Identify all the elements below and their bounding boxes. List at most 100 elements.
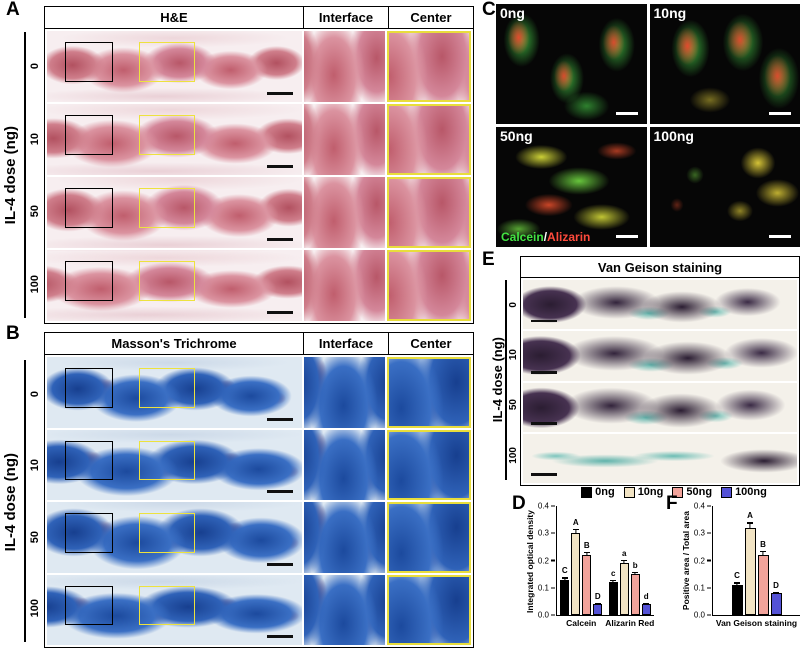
micrograph-texture — [304, 31, 385, 102]
x-category-label: Calcein — [566, 618, 597, 628]
bar — [641, 604, 651, 615]
roi-box-yellow — [138, 42, 195, 83]
legend-item: 50ng — [672, 486, 712, 498]
dose-label: 100ng — [653, 128, 694, 144]
roi-box-black — [64, 440, 114, 481]
scale-bar — [769, 112, 791, 115]
stain-row — [47, 574, 471, 645]
table-header: Masson's Trichrome Interface Center — [45, 333, 473, 355]
masson-interface-image — [304, 574, 385, 645]
fluorescence-channel-legend: Calcein/Alizarin — [501, 230, 590, 244]
column-header-stain: Masson's Trichrome — [45, 333, 304, 354]
table-header: H&E Interface Center — [45, 7, 473, 29]
legend-swatch — [721, 486, 733, 498]
y-tick: 0.1 — [525, 583, 555, 592]
panel-e-header: Van Geison staining — [521, 257, 799, 278]
roi-box-black — [64, 513, 114, 553]
micrograph-texture — [388, 576, 469, 643]
error-bar — [643, 603, 650, 605]
calcein-label: Calcein — [501, 230, 544, 244]
bar-50ng: B — [582, 506, 592, 615]
micrograph-texture — [388, 504, 469, 571]
micrograph-texture — [649, 127, 800, 247]
panel-a-letter: A — [6, 0, 20, 20]
error-bar — [583, 551, 590, 555]
micrograph-texture — [388, 106, 469, 173]
roi-box-black — [64, 42, 114, 83]
legend-swatch — [623, 486, 635, 498]
panel-a: A IL-4 dose (ng) 0 10 50 100 H&E Interfa… — [0, 0, 476, 326]
panel-a-row-labels: 0 10 50 100 — [28, 30, 42, 320]
micrograph-texture — [649, 4, 800, 124]
table-body — [45, 29, 473, 323]
panel-e-axis: IL-4 dose (ng) — [490, 278, 505, 482]
he-center-image — [386, 31, 471, 102]
bar — [619, 563, 629, 615]
masson-main-image — [47, 429, 302, 500]
micrograph-texture — [388, 33, 469, 100]
bar — [757, 555, 769, 615]
column-header-center: Center — [410, 10, 452, 25]
he-center-image — [386, 177, 471, 248]
micrograph-texture — [304, 250, 385, 321]
scale-bar — [531, 422, 557, 425]
micrograph-texture — [304, 177, 385, 248]
panel-a-table: H&E Interface Center — [44, 6, 474, 324]
significance-label: a — [622, 548, 627, 558]
masson-interface-image — [304, 429, 385, 500]
he-main-image — [47, 177, 302, 248]
alizarin-label: Alizarin — [547, 230, 591, 244]
panel-f-letter: F — [666, 493, 678, 514]
legend-label: 50ng — [686, 486, 713, 498]
y-tick: 0.0 — [525, 611, 555, 620]
dose-label: 0ng — [500, 5, 525, 21]
panel-c-letter: C — [482, 0, 496, 20]
row-label: 10 — [29, 132, 41, 145]
scale-bar — [267, 311, 293, 314]
bar-10ng: a — [619, 506, 629, 615]
row-label: 10 — [29, 459, 41, 472]
row-label: 10 — [507, 349, 519, 361]
stain-row — [47, 31, 471, 102]
bar-group: C A B D Van Geison staining — [713, 506, 800, 628]
micrograph-texture — [304, 574, 385, 645]
bar — [571, 533, 581, 615]
significance-label: b — [632, 560, 638, 570]
he-interface-image — [304, 104, 385, 175]
legend-label: 10ng — [637, 486, 664, 498]
scale-bar — [531, 319, 557, 323]
masson-center-image — [386, 429, 471, 500]
column-header-interface: Interface — [304, 7, 389, 28]
row-label: 50 — [29, 205, 41, 218]
micrograph-texture — [388, 359, 469, 426]
scale-bar — [531, 370, 557, 374]
roi-box-yellow — [138, 368, 195, 408]
x-category-label: Alizarin Red — [605, 618, 655, 628]
bar — [582, 555, 592, 615]
micrograph-texture — [304, 104, 385, 175]
scale-bar — [267, 490, 293, 493]
table-body — [521, 278, 799, 485]
dose-label: 50ng — [500, 128, 533, 144]
row-label: 100 — [29, 274, 41, 293]
micrograph-texture — [523, 433, 797, 483]
bar-0ng: C — [731, 506, 743, 615]
y-tick: 0.4 — [525, 502, 555, 511]
significance-label: C — [734, 571, 740, 581]
bar — [731, 585, 743, 615]
error-bar — [610, 580, 617, 582]
bar — [630, 574, 640, 615]
he-main-image — [47, 31, 302, 102]
bar-10ng: A — [744, 506, 756, 615]
micrograph-texture — [496, 4, 647, 124]
he-main-image — [47, 250, 302, 321]
bar — [770, 593, 782, 615]
roi-box-black — [64, 585, 114, 626]
bar-100ng: d — [641, 506, 651, 615]
he-interface-image — [304, 250, 385, 321]
error-bar — [572, 529, 579, 533]
fluorescence-image-100ng: 100ng — [649, 127, 800, 247]
panel-b-table: Masson's Trichrome Interface Center — [44, 332, 474, 648]
axis-label: IL-4 dose (ng) — [1, 452, 19, 552]
micrograph-texture — [388, 431, 469, 498]
